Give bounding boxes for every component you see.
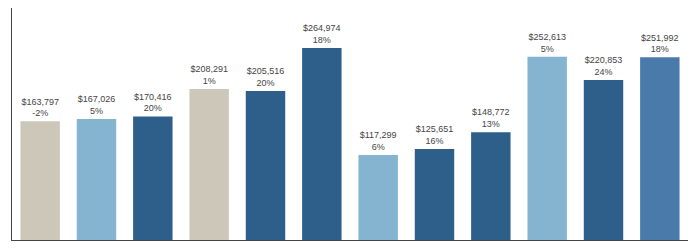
svg-text:$117,2996%: $117,2996%	[360, 130, 397, 152]
svg-text:$205,51620%: $205,51620%	[247, 66, 285, 88]
svg-text:$167,0265%: $167,0265%	[78, 94, 116, 116]
svg-text:$148,77213%: $148,77213%	[472, 107, 510, 129]
svg-text:$208,2911%: $208,2911%	[190, 64, 228, 86]
svg-text:$163,797-2%: $163,797-2%	[21, 97, 59, 119]
svg-text:$264,97418%: $264,97418%	[303, 23, 341, 45]
svg-text:$220,85324%: $220,85324%	[585, 55, 623, 77]
svg-text:$170,41620%: $170,41620%	[134, 92, 172, 114]
svg-text:$251,99218%: $251,99218%	[641, 33, 679, 55]
svg-text:$252,6135%: $252,6135%	[528, 32, 566, 54]
svg-text:$125,65116%: $125,65116%	[416, 124, 454, 146]
